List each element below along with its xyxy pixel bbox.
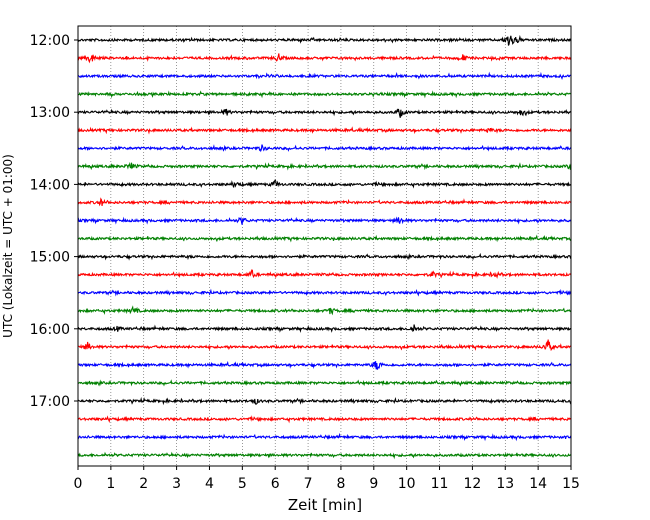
trace-1600 (77, 324, 572, 333)
y-axis-label: UTC (Lokalzeit = UTC + 01:00) (1, 154, 15, 338)
x-tick-label: 7 (304, 476, 313, 492)
x-tick-label: 0 (74, 476, 83, 492)
trace-1245 (77, 90, 572, 99)
y-axis-ticks: 12:00 13:00 14:00 15:00 16:00 17:00 (30, 33, 78, 410)
trace-1415 (77, 197, 572, 207)
x-tick-label: 4 (205, 476, 214, 492)
trace-1330 (77, 144, 572, 153)
trace-1200 (77, 34, 572, 46)
y-tick-label: 12:00 (30, 33, 70, 49)
y-tick-label: 13:00 (30, 105, 70, 121)
trace-1400 (77, 178, 572, 189)
x-tick-label: 1 (106, 476, 115, 492)
x-tick-label: 3 (172, 476, 181, 492)
trace-1745 (77, 451, 572, 460)
trace-1500 (77, 252, 572, 261)
seismic-traces (77, 34, 572, 460)
x-tick-label: 14 (529, 476, 547, 492)
trace-1515 (77, 269, 572, 279)
x-tick-label: 11 (431, 476, 449, 492)
x-tick-label: 13 (496, 476, 514, 492)
x-tick-label: 9 (369, 476, 378, 492)
trace-1730 (77, 432, 572, 442)
y-tick-label: 15:00 (30, 250, 70, 266)
x-tick-label: 8 (336, 476, 345, 492)
trace-1300 (77, 108, 572, 118)
trace-1315 (78, 126, 572, 135)
trace-1230 (77, 71, 572, 81)
y-tick-label: 16:00 (30, 322, 70, 338)
trace-1700 (77, 396, 572, 406)
x-axis-ticks: 0 1 2 3 4 5 6 7 8 9 10 11 12 13 14 15 (74, 466, 580, 492)
trace-1615 (77, 339, 572, 352)
trace-1545 (77, 305, 572, 316)
trace-1715 (77, 415, 572, 424)
x-tick-label: 6 (271, 476, 280, 492)
trace-1215 (77, 53, 572, 64)
y-tick-label: 17:00 (30, 394, 70, 410)
trace-1445 (77, 234, 572, 243)
x-tick-label: 10 (398, 476, 416, 492)
grid (110, 26, 539, 466)
x-tick-label: 5 (238, 476, 247, 492)
x-tick-label: 2 (139, 476, 148, 492)
y-tick-label: 14:00 (30, 177, 70, 193)
x-tick-label: 15 (562, 476, 580, 492)
trace-1630 (77, 360, 572, 370)
trace-1430 (77, 216, 572, 225)
trace-1530 (77, 288, 572, 297)
plot-frame (77, 25, 572, 467)
trace-1645 (77, 379, 572, 387)
x-axis-label: Zeit [min] (288, 496, 362, 514)
x-tick-label: 12 (463, 476, 481, 492)
trace-1345 (77, 161, 572, 171)
